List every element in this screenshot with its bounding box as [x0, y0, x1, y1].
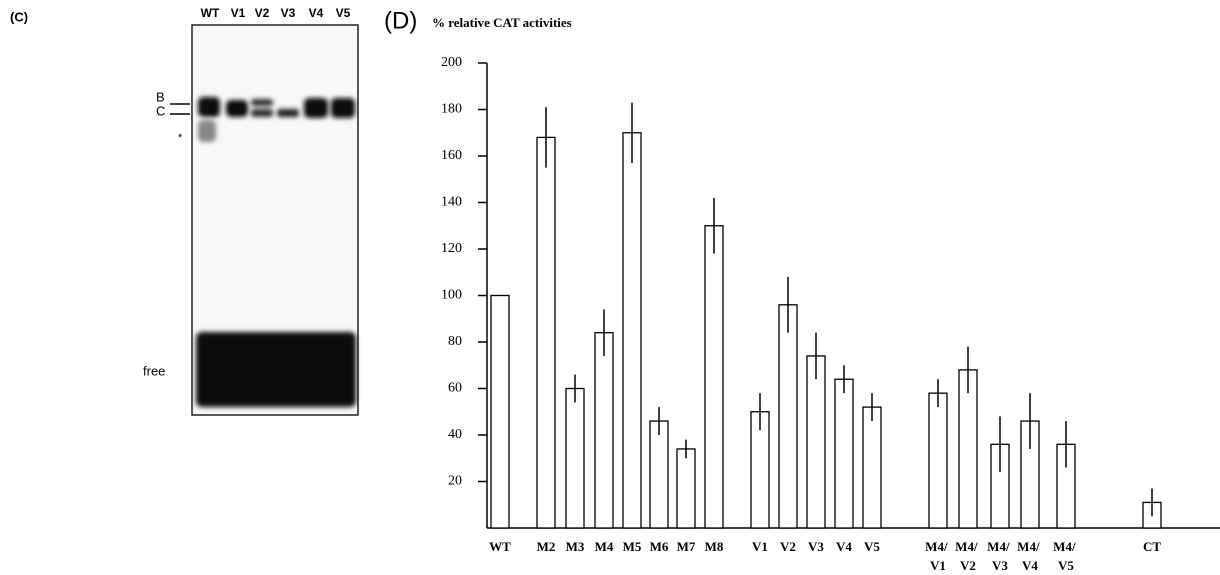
- bar: [959, 370, 977, 528]
- x-tick-label: WT: [489, 539, 511, 554]
- panel-label: (D): [384, 7, 417, 34]
- x-tick-label: M3: [566, 539, 585, 554]
- y-tick-label: 40: [448, 427, 462, 442]
- bar: [491, 296, 509, 529]
- bar: [595, 333, 613, 528]
- x-tick-label: V5: [864, 539, 880, 554]
- bar: [566, 389, 584, 529]
- bar: [835, 379, 853, 528]
- bar: [650, 421, 668, 528]
- marker: *: [178, 132, 183, 144]
- x-tick-label: M6: [650, 539, 669, 554]
- x-tick-label: M8: [705, 539, 724, 554]
- x-tick-label: M4/ V3: [987, 539, 1013, 573]
- x-tick-label: V1: [752, 539, 768, 554]
- x-tick-label: M5: [623, 539, 642, 554]
- x-tick-label: M4/ V2: [955, 539, 981, 573]
- bar: [705, 226, 723, 528]
- y-tick-label: 60: [448, 381, 462, 396]
- x-tick-label: V3: [808, 539, 824, 554]
- lane-label: V2: [255, 6, 270, 20]
- lane-label: V5: [336, 6, 351, 20]
- bar: [863, 407, 881, 528]
- x-tick-label: M4/ V1: [925, 539, 951, 573]
- lane-label: V1: [231, 6, 246, 20]
- bar: [929, 393, 947, 528]
- x-tick-label: V2: [780, 539, 796, 554]
- lane-label: V4: [309, 6, 324, 20]
- x-tick-label: M4/ V5: [1053, 539, 1079, 573]
- lane-label: V3: [281, 6, 296, 20]
- y-tick-label: 140: [441, 195, 462, 210]
- bar: [623, 133, 641, 528]
- bar: [537, 137, 555, 528]
- figure: (C) WT V1 V2 V3 V4 V5 B C * free (D) % relati…: [0, 0, 1220, 575]
- y-tick-label: 200: [441, 55, 462, 70]
- x-tick-label: CT: [1143, 539, 1161, 554]
- x-tick-label: M7: [677, 539, 696, 554]
- y-tick-label: 180: [441, 102, 462, 117]
- y-tick-label: 20: [448, 474, 462, 489]
- x-tick-label: M4: [595, 539, 614, 554]
- band-label: B: [156, 89, 165, 104]
- y-tick-label: 100: [441, 288, 462, 303]
- bar: [779, 305, 797, 528]
- x-tick-label: M2: [537, 539, 556, 554]
- x-tick-label: V4: [836, 539, 852, 554]
- lane-label: WT: [201, 6, 220, 20]
- bar: [677, 449, 695, 528]
- y-tick-label: 160: [441, 148, 462, 163]
- bar: [807, 356, 825, 528]
- y-tick-label: 80: [448, 334, 462, 349]
- chart-title: % relative CAT activities: [432, 15, 572, 30]
- free-label: free: [143, 363, 165, 378]
- band-label: C: [156, 103, 165, 118]
- y-tick-label: 120: [441, 241, 462, 256]
- panel-label: (C): [10, 9, 28, 24]
- x-tick-label: M4/ V4: [1017, 539, 1043, 573]
